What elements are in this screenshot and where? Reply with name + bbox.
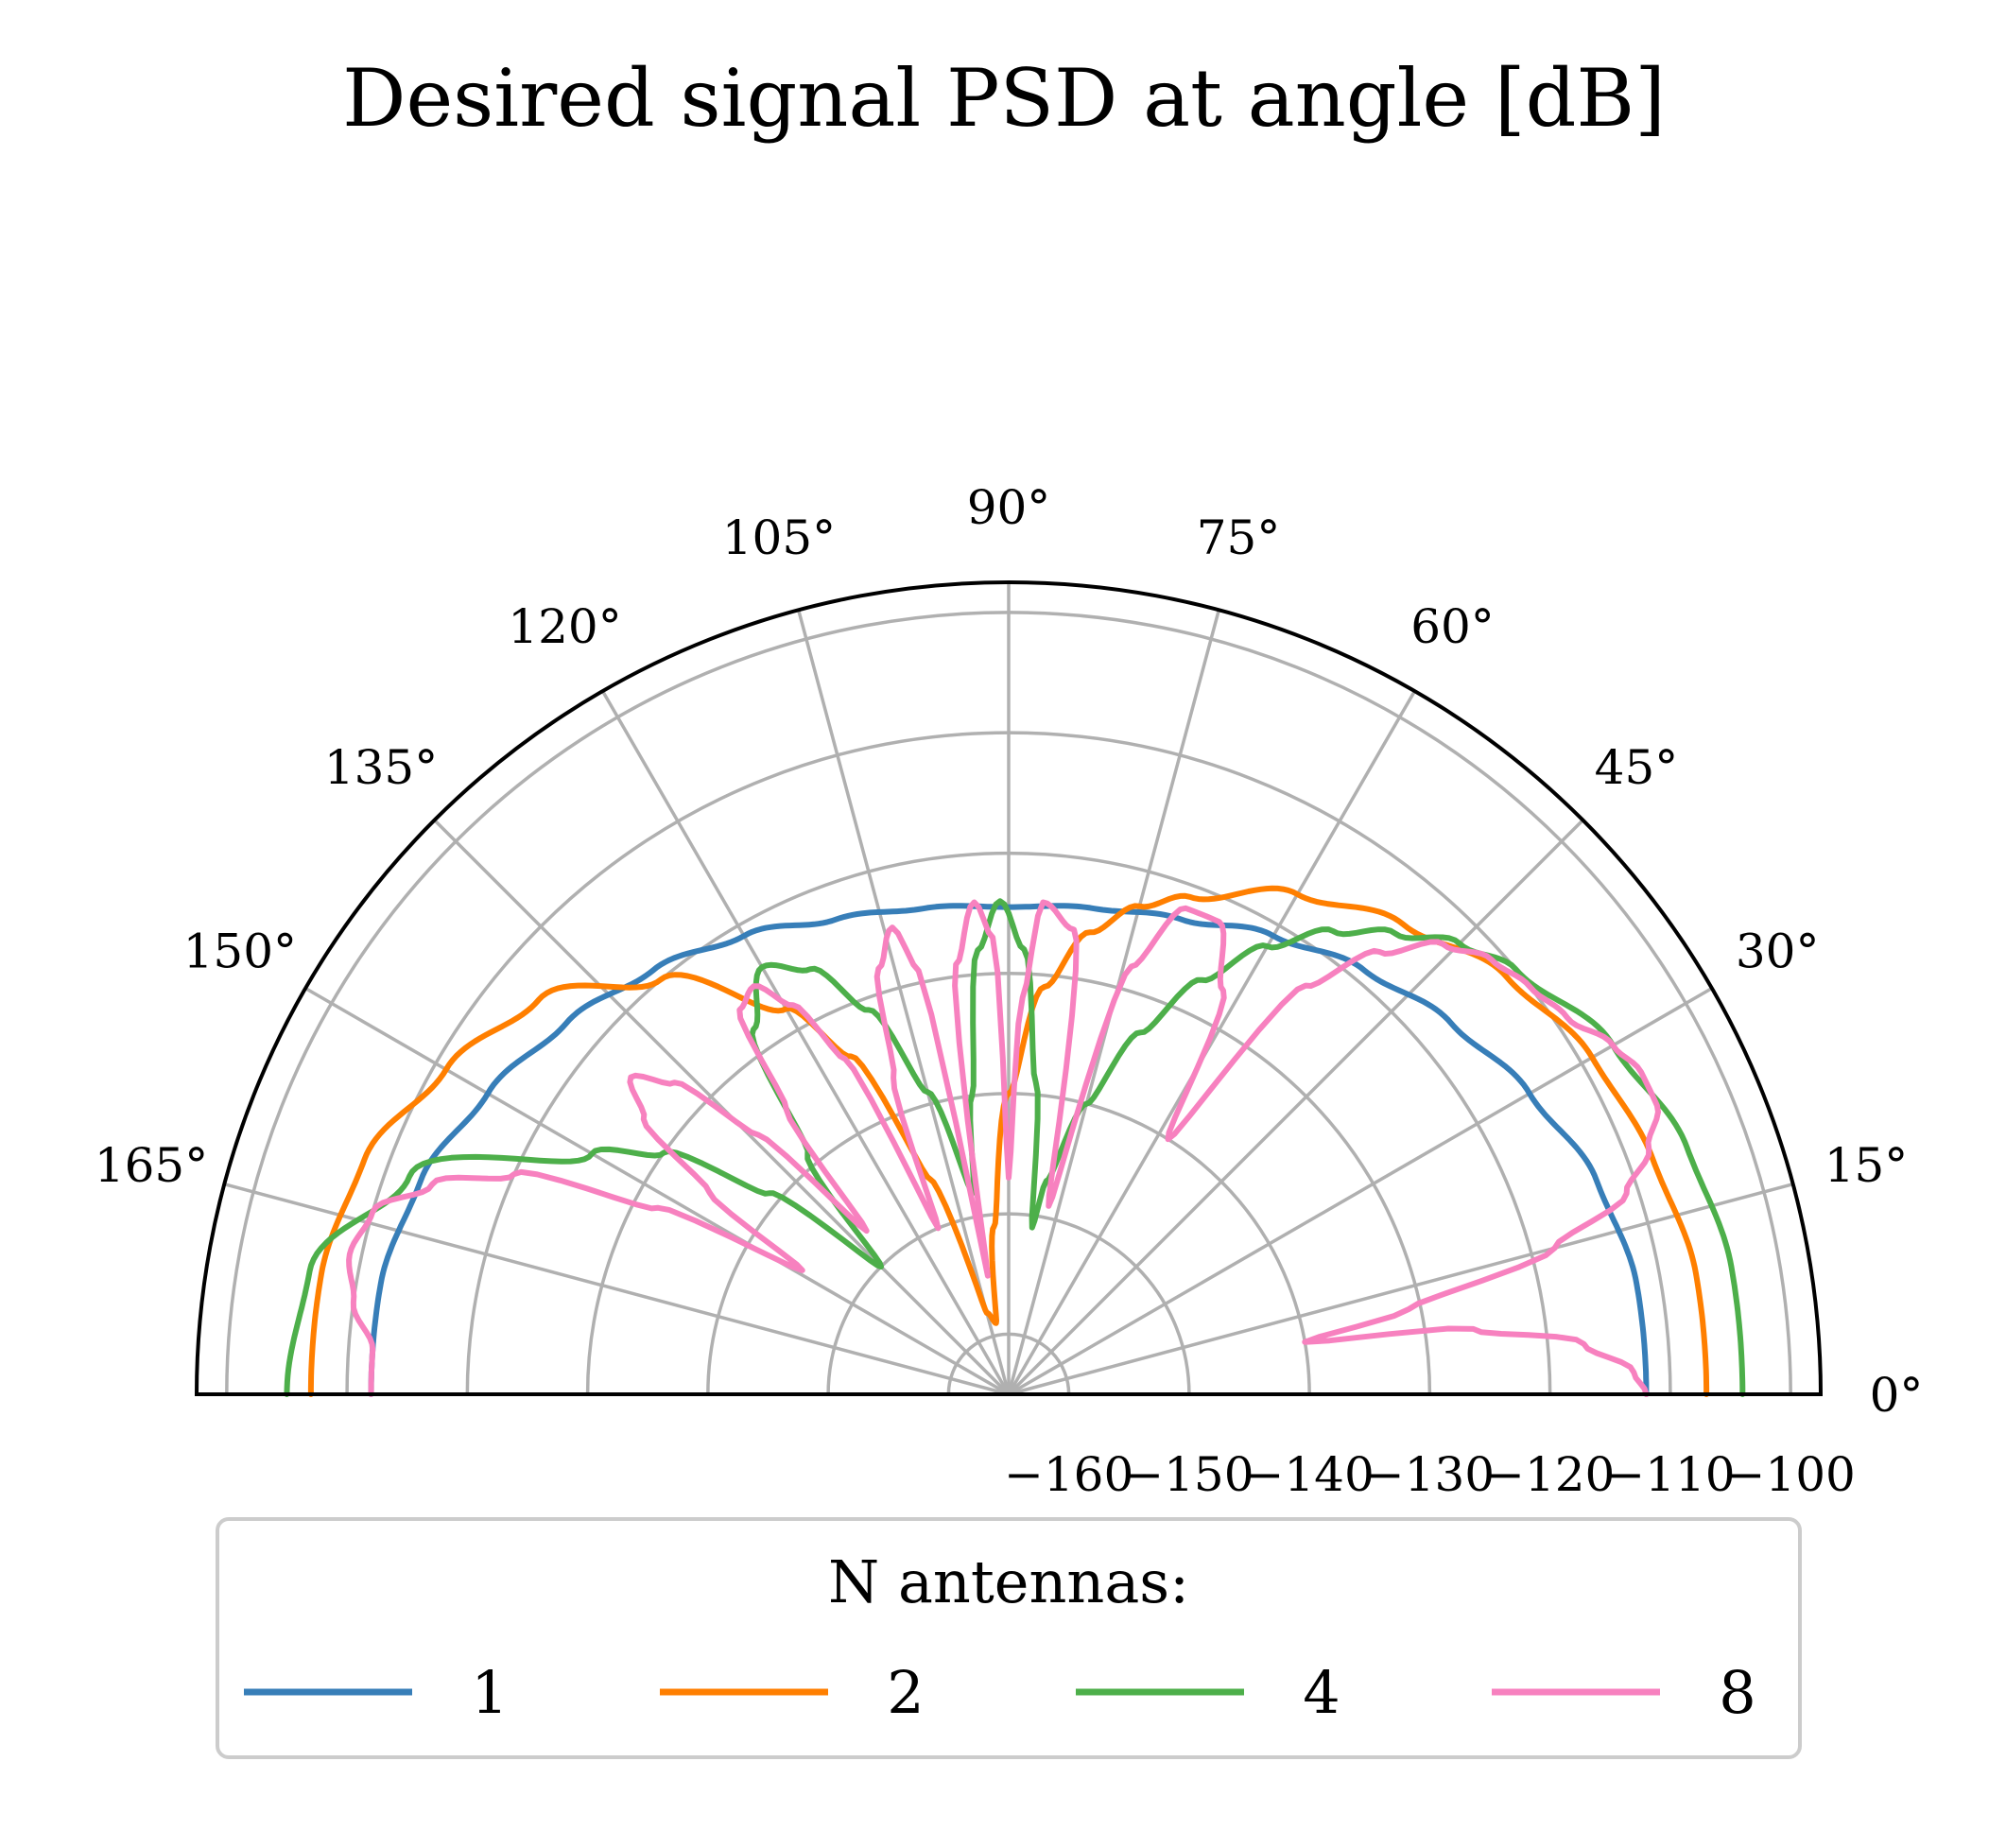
- theta-tick-label: 75°: [1197, 510, 1281, 565]
- legend: N antennas: 1 2 4 8: [216, 1517, 1802, 1759]
- theta-tick-label: 0°: [1870, 1368, 1924, 1423]
- theta-tick-label: 60°: [1410, 599, 1495, 654]
- theta-grid-line-2: [1008, 986, 1713, 1396]
- polar-frame: [194, 580, 1824, 1396]
- theta-tick-label: 45°: [1595, 740, 1679, 795]
- theta-grid-line-7: [796, 609, 1011, 1395]
- theta-tick-label: 90°: [967, 480, 1051, 535]
- r-tick-label: −150: [1124, 1447, 1254, 1502]
- legend-title: N antennas:: [828, 1547, 1189, 1616]
- r-tick-labels: −160−150−140−130−120−110−100: [1004, 1447, 1856, 1502]
- series-line-2: [307, 885, 1710, 1397]
- theta-tick-labels: 0° 15° 30° 45° 60° 75° 90° 105° 120° 135° 150° 165°: [95, 480, 1924, 1423]
- legend-label-2: 2: [887, 1658, 924, 1727]
- theta-grid-line-8: [600, 690, 1011, 1395]
- theta-tick-label: 105°: [722, 510, 836, 565]
- series-line-4: [284, 898, 1746, 1397]
- r-tick-label: −100: [1726, 1447, 1856, 1502]
- theta-grid-line-4: [1007, 690, 1417, 1395]
- theta-tick-label: 150°: [183, 924, 297, 979]
- theta-grid-line-1: [1008, 1182, 1794, 1396]
- theta-grid-line-9: [433, 819, 1011, 1396]
- legend-frame: [216, 1517, 1802, 1759]
- plot-series: [284, 885, 1746, 1397]
- r-tick-label: −160: [1004, 1447, 1133, 1502]
- legend-entries: 1 2 4 8: [244, 1658, 1756, 1727]
- theta-grid-line-3: [1007, 819, 1584, 1396]
- legend-label-8: 8: [1719, 1658, 1755, 1727]
- r-tick-label: −110: [1605, 1447, 1735, 1502]
- polar-outline: [194, 580, 1824, 1396]
- theta-tick-label: 120°: [508, 599, 621, 654]
- chart-title: Desired signal PSD at angle [dB]: [342, 52, 1666, 145]
- series-line-8: [346, 899, 1661, 1397]
- theta-tick-label: 135°: [324, 740, 438, 795]
- polar-grid: [223, 582, 1794, 1396]
- r-tick-label: −120: [1485, 1447, 1615, 1502]
- r-tick-label: −130: [1365, 1447, 1495, 1502]
- theta-tick-label: 15°: [1824, 1138, 1909, 1193]
- theta-tick-label: 165°: [95, 1138, 208, 1193]
- theta-grid-line-10: [304, 986, 1010, 1396]
- legend-label-1: 1: [471, 1658, 508, 1727]
- theta-tick-label: 30°: [1736, 924, 1820, 979]
- r-tick-label: −140: [1244, 1447, 1374, 1502]
- legend-label-4: 4: [1303, 1658, 1340, 1727]
